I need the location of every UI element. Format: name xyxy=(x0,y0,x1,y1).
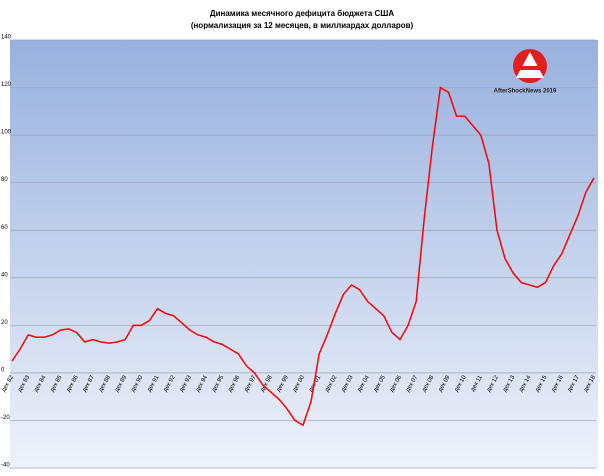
logo xyxy=(513,49,547,83)
y-tick-label: 120 xyxy=(1,82,12,88)
y-tick-label: 60 xyxy=(1,225,8,231)
y-tick-label: 100 xyxy=(1,130,12,136)
chart-subtitle: (нормализация за 12 месяцев, в миллиарда… xyxy=(191,21,414,30)
y-tick-label: 40 xyxy=(1,272,8,278)
plot-area xyxy=(10,40,598,468)
y-tick-label: 20 xyxy=(1,320,8,326)
y-tick-label: 140 xyxy=(1,35,12,41)
annotation: AfterShockNews 2019 xyxy=(494,89,557,95)
y-tick-label: -40 xyxy=(1,463,10,469)
y-tick-label: 80 xyxy=(1,177,8,183)
y-tick-label: -20 xyxy=(1,415,10,421)
line xyxy=(11,86,595,427)
y-tick-label: 0 xyxy=(1,367,5,373)
chart-title: Динамика месячного дефицита бюджета США xyxy=(210,9,394,18)
